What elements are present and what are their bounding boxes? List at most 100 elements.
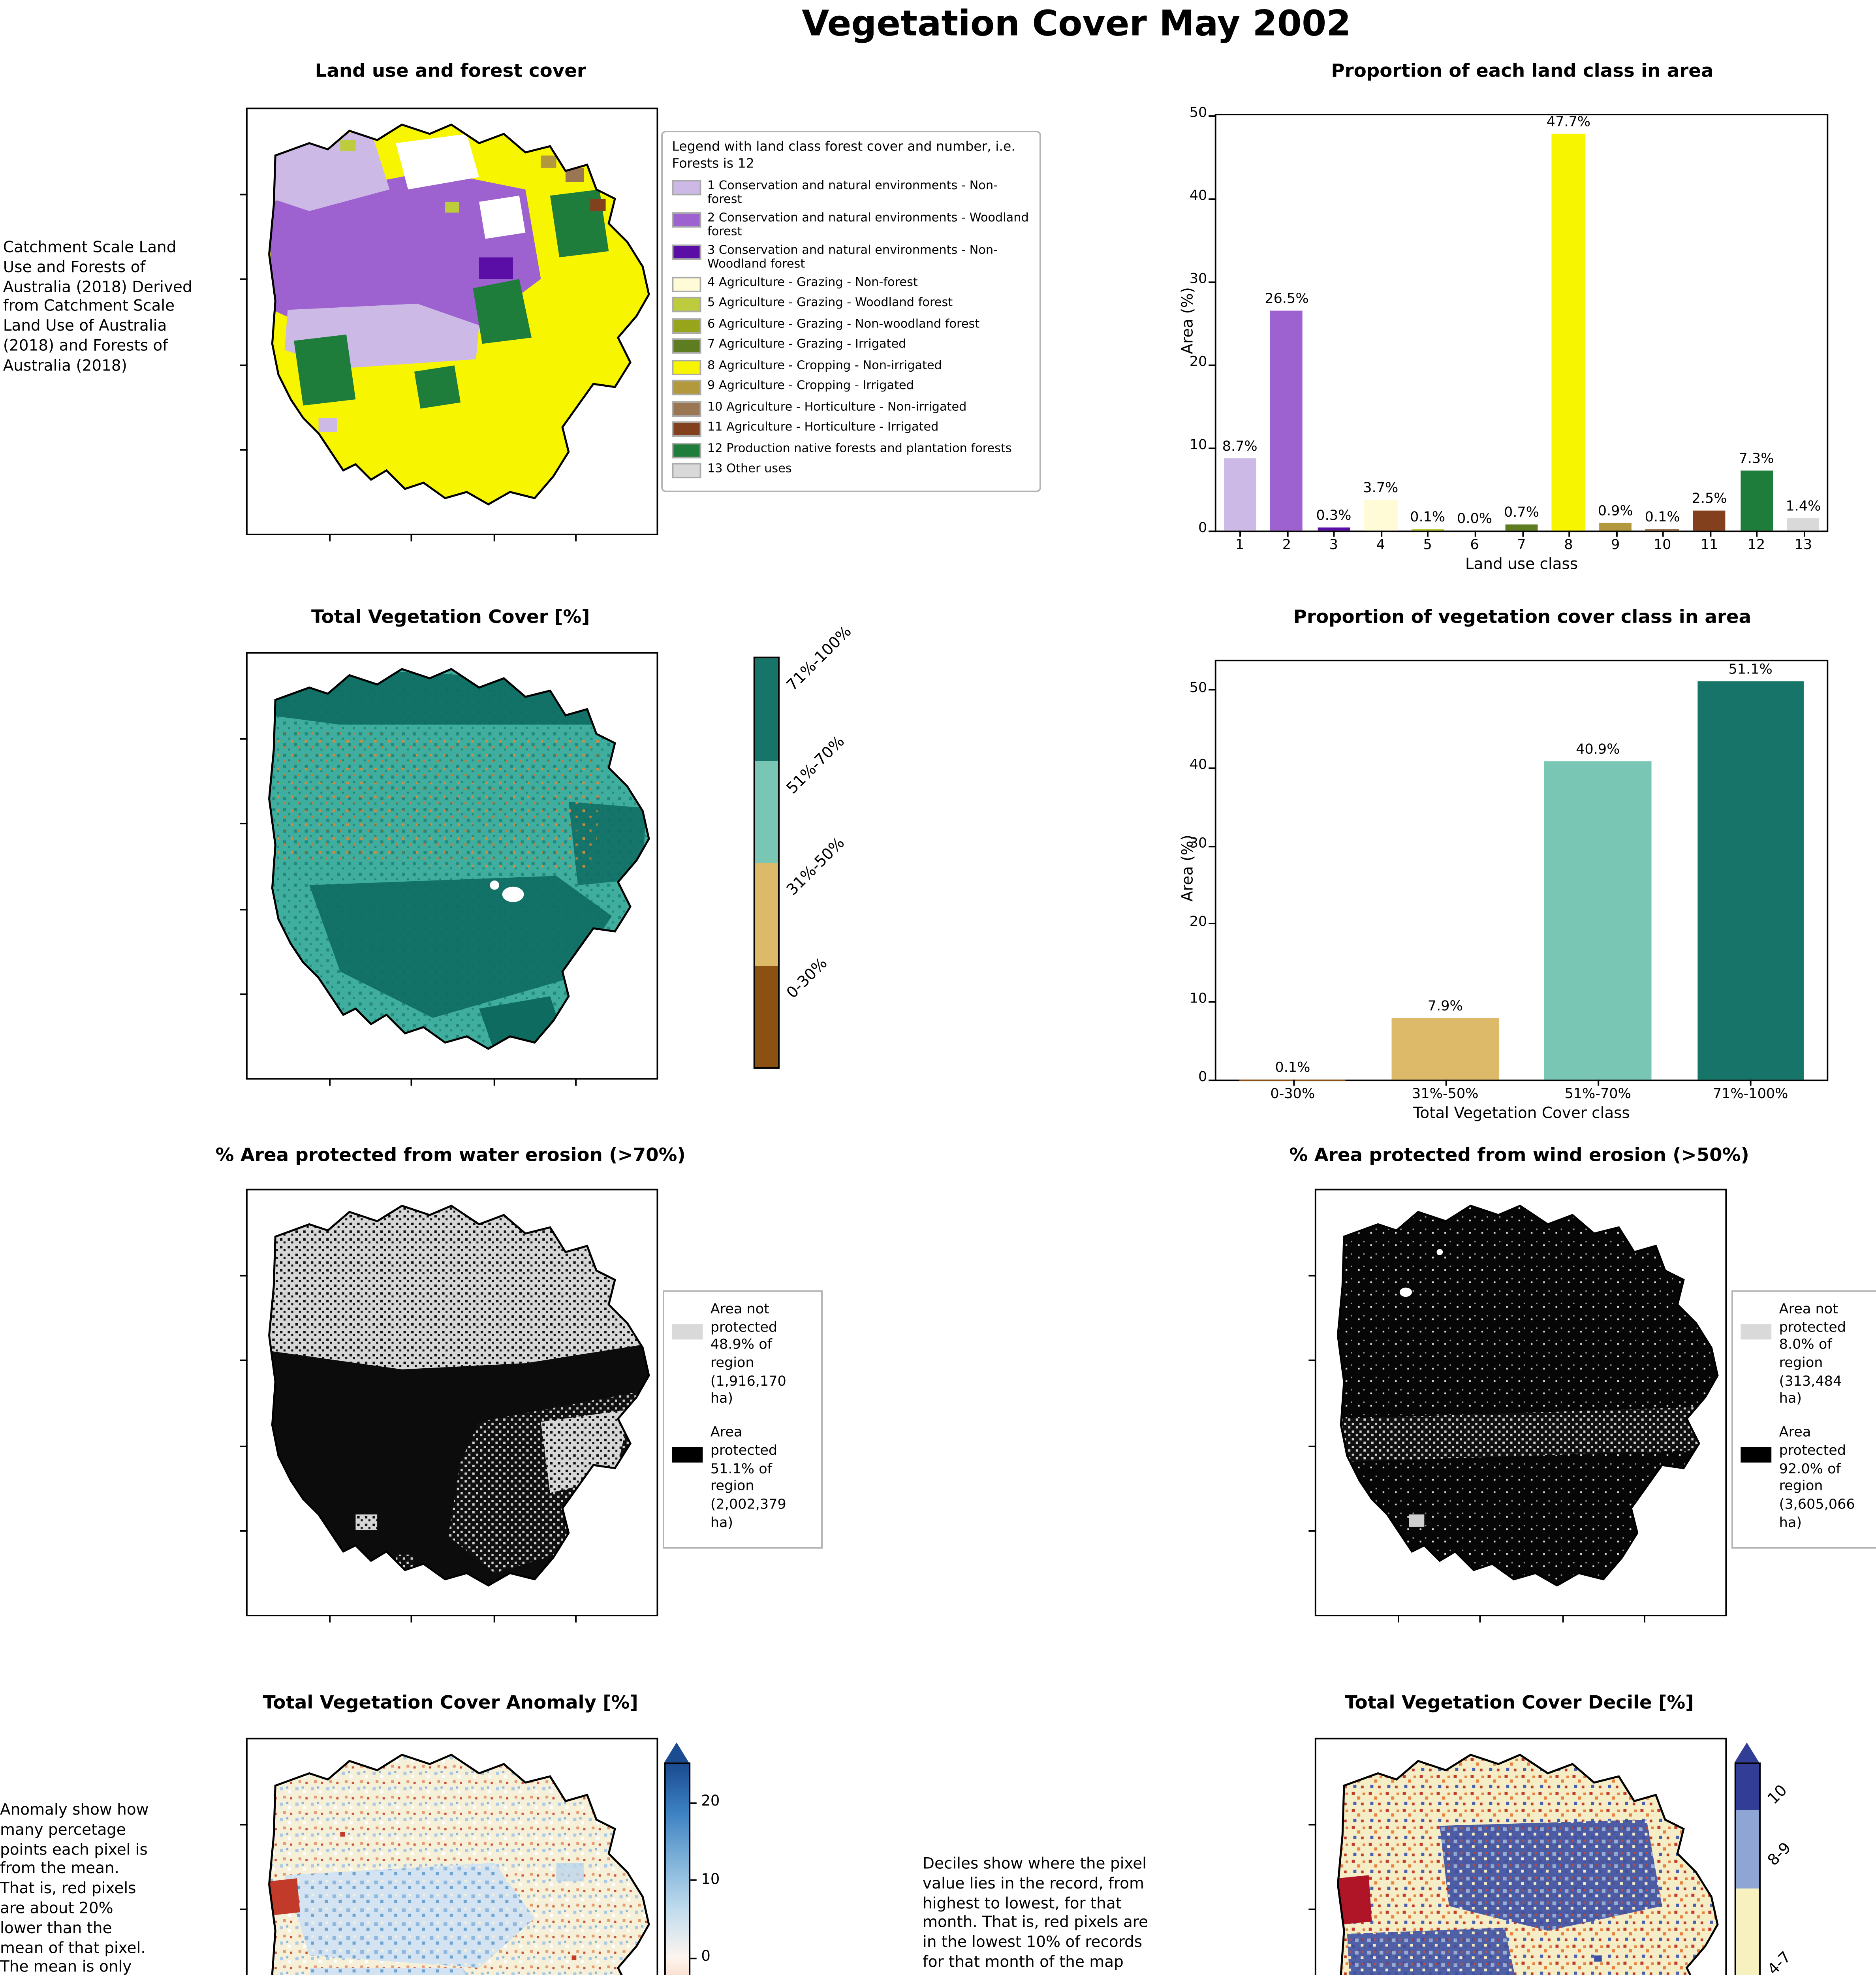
legend-item: 10 Agriculture - Horticulture - Non-irri…	[672, 400, 1030, 417]
bar-value-label: 0.3%	[1316, 510, 1352, 525]
y-tick-label: 30	[1189, 837, 1207, 852]
legend-label: 10 Agriculture - Horticulture - Non-irri…	[707, 399, 967, 414]
y-tick	[1209, 280, 1216, 282]
legend-label: 8 Agriculture - Cropping - Non-irrigated	[707, 358, 942, 372]
x-tick-label: 8	[1564, 538, 1573, 554]
bar-value-label: 26.5%	[1265, 292, 1309, 308]
map-axis-tick	[575, 1615, 577, 1623]
wind-not-protected-item: Area not protected 8.0% of region (313,4…	[1741, 1303, 1876, 1411]
vegcover-colorbar-segment	[755, 658, 778, 761]
x-tick	[1292, 1080, 1294, 1086]
legend-label: 5 Agriculture - Grazing - Woodland fores…	[707, 295, 953, 310]
vegcover-colorbar-label: 31%-50%	[784, 835, 849, 899]
bar-class-71%-100%	[1697, 681, 1804, 1080]
y-tick-label: 0	[1198, 521, 1207, 537]
anomaly-colorbar-tick-label: 10	[701, 1871, 720, 1888]
vegclass-xlabel: Total Vegetation Cover class	[1413, 1106, 1630, 1123]
x-tick	[1427, 530, 1429, 537]
legend-swatch	[672, 401, 701, 417]
map-axis-tick	[1562, 1615, 1564, 1623]
decile-colorbar: 108-94-72-31	[1734, 1762, 1795, 1975]
x-tick-label: 3	[1329, 538, 1338, 554]
x-tick	[1662, 530, 1664, 537]
x-tick	[1756, 530, 1758, 537]
map-axis-tick	[240, 1360, 248, 1362]
legend-item: 7 Agriculture - Grazing - Irrigated	[672, 337, 1030, 354]
decile-panel-title: Total Vegetation Cover Decile [%]	[1344, 1691, 1694, 1714]
legend-item: 6 Agriculture - Grazing - Non-woodland f…	[672, 317, 1030, 334]
map-axis-tick	[240, 738, 248, 740]
y-tick	[1209, 767, 1216, 769]
bar-class-31%-50%	[1392, 1018, 1499, 1080]
bar-class-7	[1505, 525, 1538, 531]
y-tick	[1209, 1079, 1216, 1081]
map-axis-tick	[1308, 1275, 1316, 1277]
y-tick	[1209, 689, 1216, 691]
x-tick-label: 12	[1747, 538, 1765, 554]
anomaly-map	[240, 1738, 658, 1975]
veg-cover-bar-chart: Area (%) Total Vegetation Cover class 0 1…	[1180, 660, 1829, 1123]
legend-item: 1 Conservation and natural environments …	[672, 179, 1030, 207]
map-axis-tick	[240, 194, 248, 196]
black-swatch	[1741, 1447, 1772, 1463]
map-axis-tick	[240, 364, 248, 366]
vegcover-colorbar-segment	[755, 760, 778, 863]
x-tick	[1709, 530, 1711, 537]
vegcover-panel-title: Total Vegetation Cover [%]	[311, 606, 590, 628]
legend-swatch	[672, 276, 701, 292]
legend-swatch	[672, 359, 701, 375]
decile-colorbar-label: 8-9	[1765, 1840, 1795, 1871]
decile-colorbar-segment	[1736, 1810, 1759, 1888]
map-axis-tick	[240, 1530, 248, 1532]
anomaly-caption: Anomaly show how many percetage points e…	[0, 1802, 149, 1975]
y-tick	[1209, 530, 1216, 532]
x-tick	[1333, 530, 1335, 537]
landuse-map-image	[248, 109, 657, 534]
page-title: Vegetation Cover May 2002	[802, 4, 1351, 45]
landuse-caption: Catchment Scale Land Use and Forests of …	[3, 240, 192, 375]
water-not-protected-item: Area not protected 48.9% of region (1,91…	[672, 1303, 813, 1411]
legend-item: 12 Production native forests and plantat…	[672, 441, 1030, 458]
legend-swatch	[672, 318, 701, 334]
legend-label: 6 Agriculture - Grazing - Non-woodland f…	[707, 316, 980, 331]
y-tick-label: 50	[1189, 681, 1207, 696]
legend-swatch	[672, 442, 701, 458]
x-tick	[1380, 530, 1382, 537]
bar-class-11	[1693, 510, 1726, 531]
bar-value-label: 3.7%	[1363, 481, 1399, 497]
x-tick	[1445, 1080, 1447, 1086]
y-tick-label: 20	[1189, 355, 1207, 371]
x-tick-label: 10	[1653, 538, 1671, 554]
map-axis-tick	[240, 1445, 248, 1447]
water-erosion-panel-title: % Area protected from water erosion (>70…	[215, 1144, 686, 1166]
x-tick-label: 7	[1517, 538, 1526, 554]
map-axis-tick	[1479, 1615, 1481, 1623]
bar-class-2	[1270, 310, 1303, 531]
wind-erosion-panel-title: % Area protected from wind erosion (>50%…	[1289, 1144, 1749, 1166]
x-tick-label: 13	[1794, 538, 1812, 554]
x-tick-label: 9	[1611, 538, 1620, 554]
water-erosion-legend: Area not protected 48.9% of region (1,91…	[663, 1290, 823, 1549]
legend-item: 3 Conservation and natural environments …	[672, 243, 1030, 271]
bar-value-label: 7.9%	[1427, 999, 1463, 1015]
bar-value-label: 0.1%	[1275, 1060, 1310, 1076]
bar-value-label: 47.7%	[1546, 116, 1591, 132]
map-axis-tick	[240, 449, 248, 450]
legend-swatch	[672, 422, 701, 438]
map-axis-tick	[1308, 1909, 1316, 1911]
y-tick-label: 10	[1189, 438, 1207, 454]
y-tick-label: 10	[1189, 992, 1207, 1008]
bar-value-label: 0.9%	[1598, 504, 1633, 520]
anomaly-colorbar-tick	[690, 1879, 697, 1881]
decile-caption: Deciles show where the pixel value lies …	[923, 1856, 1148, 1975]
map-axis-tick	[240, 279, 248, 281]
bar-value-label: 51.1%	[1728, 663, 1773, 679]
gray-swatch	[1741, 1324, 1772, 1340]
y-tick	[1209, 1001, 1216, 1003]
bar-value-label: 7.3%	[1739, 451, 1774, 467]
legend-label: 1 Conservation and natural environments …	[707, 179, 998, 207]
map-axis-tick	[1398, 1615, 1400, 1623]
x-tick	[1521, 530, 1523, 537]
legend-label: 4 Agriculture - Grazing - Non-forest	[707, 275, 918, 289]
